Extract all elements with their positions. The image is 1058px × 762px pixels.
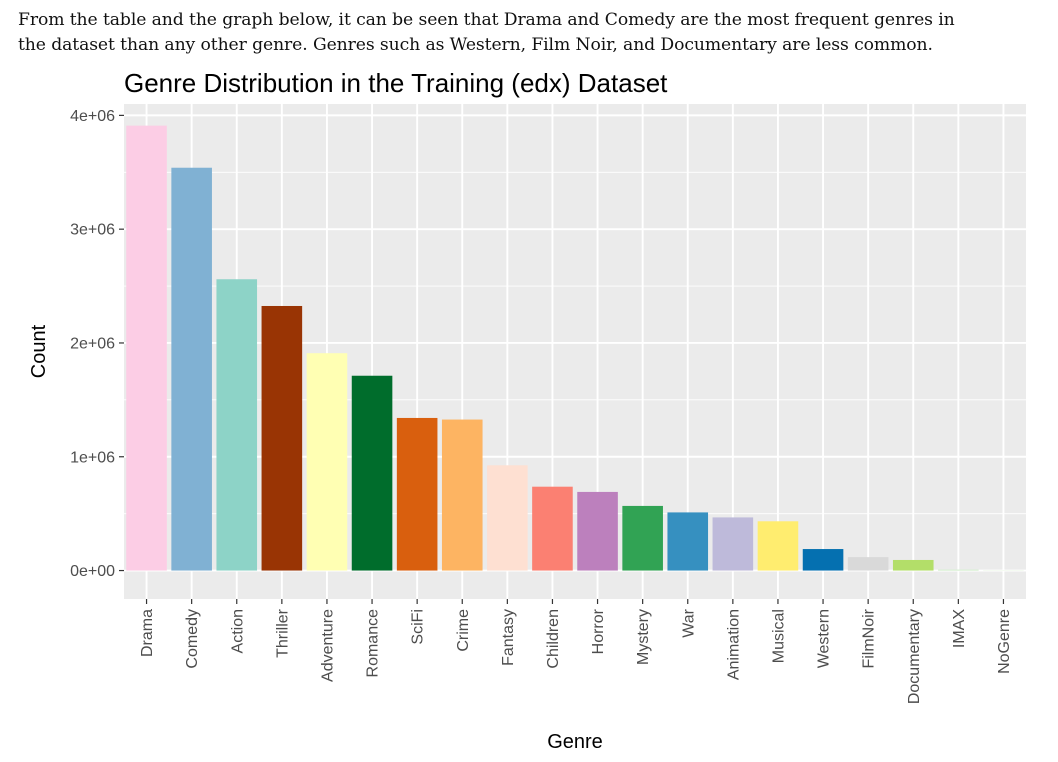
y-axis: 0e+00 1e+06 2e+06 3e+06 4e+06 [70, 108, 124, 580]
bar-mystery [622, 505, 663, 571]
x-tick-label: Crime [455, 609, 472, 652]
x-tick-label: Thriller [274, 608, 291, 658]
x-tick-label: Western [816, 609, 833, 668]
bars [126, 125, 1024, 571]
x-tick-label: Animation [725, 609, 742, 680]
bar-romance [351, 375, 393, 571]
bar-comedy [171, 167, 212, 571]
intro-paragraph: From the table and the graph below, it c… [18, 8, 1048, 58]
bar-action [216, 279, 258, 571]
x-tick-label: Mystery [635, 609, 652, 665]
bar-filmnoir [847, 557, 889, 571]
chart-title: Genre Distribution in the Training (edx)… [124, 68, 668, 98]
x-tick-label: Drama [139, 609, 156, 657]
bar-musical [757, 521, 799, 571]
bar-adventure [306, 353, 348, 571]
y-axis-title: Count [28, 324, 50, 378]
x-tick-label: IMAX [951, 609, 968, 648]
x-tick-label: Children [545, 609, 562, 669]
y-tick-label: 0e+00 [70, 563, 115, 580]
x-axis-title: Genre [547, 731, 603, 753]
bar-western [802, 549, 844, 571]
x-tick-label: Romance [365, 609, 382, 678]
bar-fantasy [487, 465, 528, 571]
x-tick-label: Fantasy [500, 609, 517, 666]
y-tick-label: 2e+06 [70, 335, 115, 352]
x-tick-label: NoGenre [996, 609, 1013, 674]
x-tick-label: Musical [770, 609, 787, 663]
bar-documentary [892, 559, 934, 571]
plot-panel [124, 104, 1026, 599]
y-tick-label: 3e+06 [70, 222, 115, 239]
bar-scifi [396, 417, 438, 571]
intro-line-2: the dataset than any other genre. Genres… [18, 35, 933, 55]
x-tick-label: Comedy [184, 609, 201, 669]
bar-imax [938, 569, 979, 571]
bar-crime [441, 419, 483, 571]
y-tick-label: 1e+06 [70, 449, 115, 466]
y-tick-label: 4e+06 [70, 108, 115, 125]
bar-animation [712, 517, 754, 571]
x-tick-label: SciFi [410, 609, 427, 645]
x-tick-label: Action [229, 609, 246, 653]
bar-war [667, 512, 709, 571]
bar-thriller [261, 305, 303, 571]
x-axis: Drama Comedy Action Thriller Adventure Romanc… [139, 599, 1013, 704]
bar-children [532, 486, 573, 571]
x-tick-label: FilmNoir [861, 608, 878, 668]
x-tick-label: Horror [590, 608, 607, 654]
intro-line-1: From the table and the graph below, it c… [18, 10, 955, 30]
x-tick-label: Documentary [906, 609, 923, 704]
x-tick-label: War [680, 608, 697, 637]
x-tick-label: Adventure [319, 609, 336, 682]
bar-horror [577, 491, 618, 571]
bar-drama [126, 125, 167, 571]
